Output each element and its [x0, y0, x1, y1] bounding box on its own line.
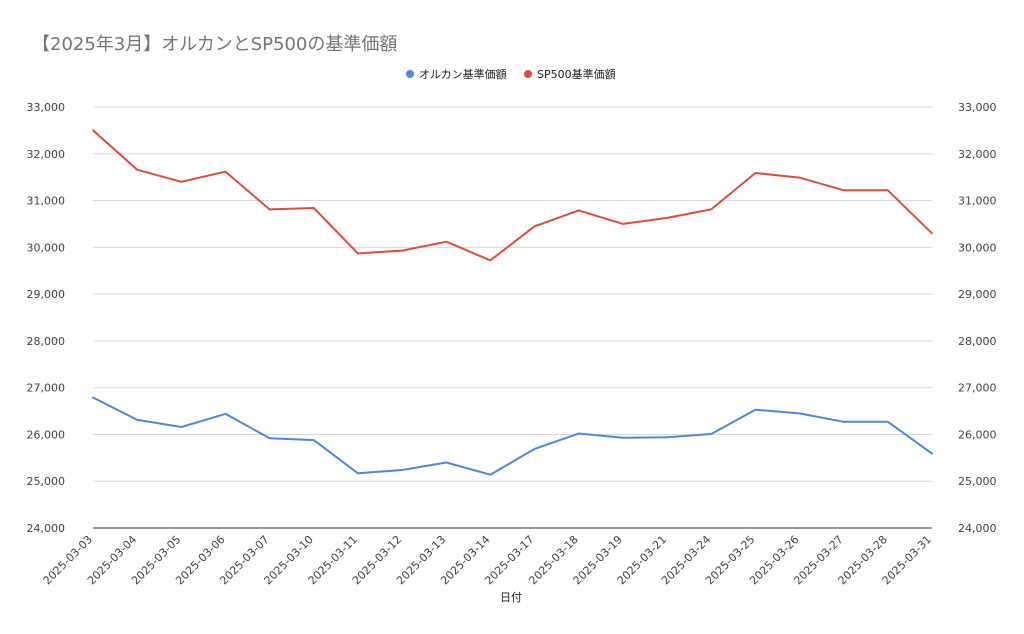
y-tick-label-left: 33,000 [27, 101, 66, 114]
y-tick-label-right: 26,000 [958, 428, 997, 441]
y-tick-label-right: 31,000 [958, 195, 997, 208]
y-tick-label-left: 32,000 [27, 148, 66, 161]
y-tick-label-right: 25,000 [958, 475, 997, 488]
legend-label: オルカン基準価額 [419, 67, 507, 81]
y-tick-label-left: 29,000 [27, 288, 66, 301]
y-tick-label-right: 33,000 [958, 101, 997, 114]
y-tick-label-left: 26,000 [27, 428, 66, 441]
legend-label: SP500基準価額 [537, 67, 616, 81]
chart-title: 【2025年3月】オルカンとSP500の基準価額 [32, 34, 398, 55]
x-axis: 2025-03-032025-03-042025-03-052025-03-06… [41, 533, 934, 587]
y-tick-label-left: 24,000 [27, 522, 66, 535]
y-axis-left: 24,000 25,000 26,000 27,000 28,000 29,000 30,0… [27, 101, 66, 535]
y-tick-label-left: 31,000 [27, 195, 66, 208]
gridlines [93, 106, 932, 529]
y-tick-label-right: 30,000 [958, 241, 997, 254]
y-tick-label-right: 28,000 [958, 335, 997, 348]
y-tick-label-right: 29,000 [958, 288, 997, 301]
y-tick-label-right: 32,000 [958, 148, 997, 161]
y-tick-label-right: 24,000 [958, 522, 997, 535]
legend-swatch [406, 70, 414, 78]
y-axis-right: 24,000 25,000 26,000 27,000 28,000 29,000 30,0… [958, 101, 997, 535]
y-tick-label-left: 27,000 [27, 382, 66, 395]
series-line-1 [92, 396, 933, 476]
legend: オルカン基準価額 SP500基準価額 [406, 67, 616, 81]
y-tick-label-left: 28,000 [27, 335, 66, 348]
legend-swatch [524, 70, 532, 78]
y-tick-label-left: 25,000 [27, 475, 66, 488]
y-tick-label-left: 30,000 [27, 241, 66, 254]
x-axis-title: 日付 [500, 591, 522, 604]
y-tick-label-right: 27,000 [958, 382, 997, 395]
series-lines [92, 129, 933, 476]
series-line-2 [92, 129, 933, 262]
